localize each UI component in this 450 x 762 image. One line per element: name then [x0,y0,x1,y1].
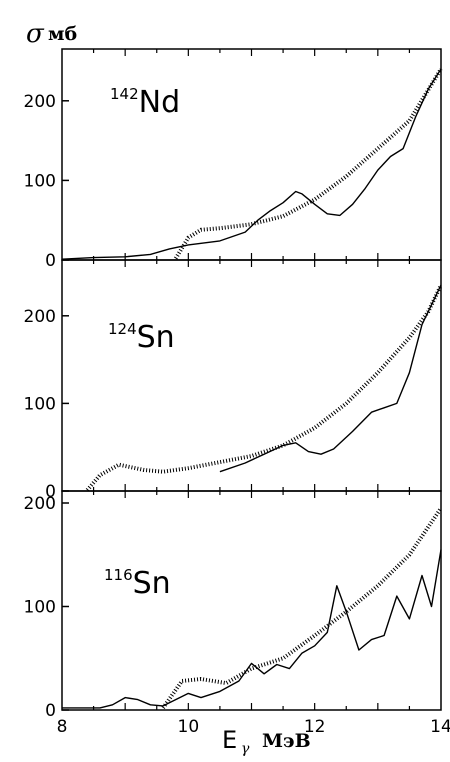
panel-1: 0 100 200 142Nd [24,48,443,271]
x-axis-label: E γ МэВ [222,726,311,757]
x-tick-label: 8 [57,717,68,737]
panel-label-mass: 142 [110,85,139,103]
panel-label-mass: 124 [108,320,137,338]
panel-frame [61,48,442,261]
panel-frame [61,490,442,711]
panel-label-element: Nd [139,85,180,120]
x-axis-symbol: E [222,726,237,754]
panel-label: 116Sn [104,566,171,601]
y-tick-label: 0 [45,251,56,271]
x-tick-label: 12 [304,717,326,737]
panel-frame [61,259,442,492]
panel-label-element: Sn [133,566,171,601]
panel-3: 0 100 200 116Sn 8 10 12 14 [24,490,450,737]
y-tick-label: 100 [24,171,56,191]
dotted-series-line [85,284,443,492]
dotted-series-line [161,507,443,710]
x-axis-unit: МэВ [262,730,311,752]
dotted-series-line [173,67,443,260]
y-tick-label: 100 [24,394,56,414]
panel-2: 0 100 200 124Sn [24,259,443,502]
y-tick-label: 100 [24,598,56,618]
y-tick-label: 0 [45,701,56,721]
panel-label: 142Nd [110,85,180,120]
y-axis-symbol: σ [26,19,45,49]
x-tick-label: 10 [178,717,200,737]
panel-label-mass: 116 [104,566,133,584]
y-tick-label: 200 [24,92,56,112]
solid-series-line [61,68,442,260]
x-tick-label: 14 [430,717,450,737]
y-axis-unit: мб [48,23,77,45]
y-tick-label: 0 [45,482,56,502]
y-tick-label: 200 [24,494,56,514]
solid-series-line [62,549,442,709]
solid-series-line [219,284,442,473]
x-axis-subscript: γ [241,741,250,757]
panel-label-element: Sn [137,320,175,355]
panel-label: 124Sn [108,320,175,355]
y-tick-label: 200 [24,307,56,327]
y-axis-label: σ мб [26,19,77,49]
